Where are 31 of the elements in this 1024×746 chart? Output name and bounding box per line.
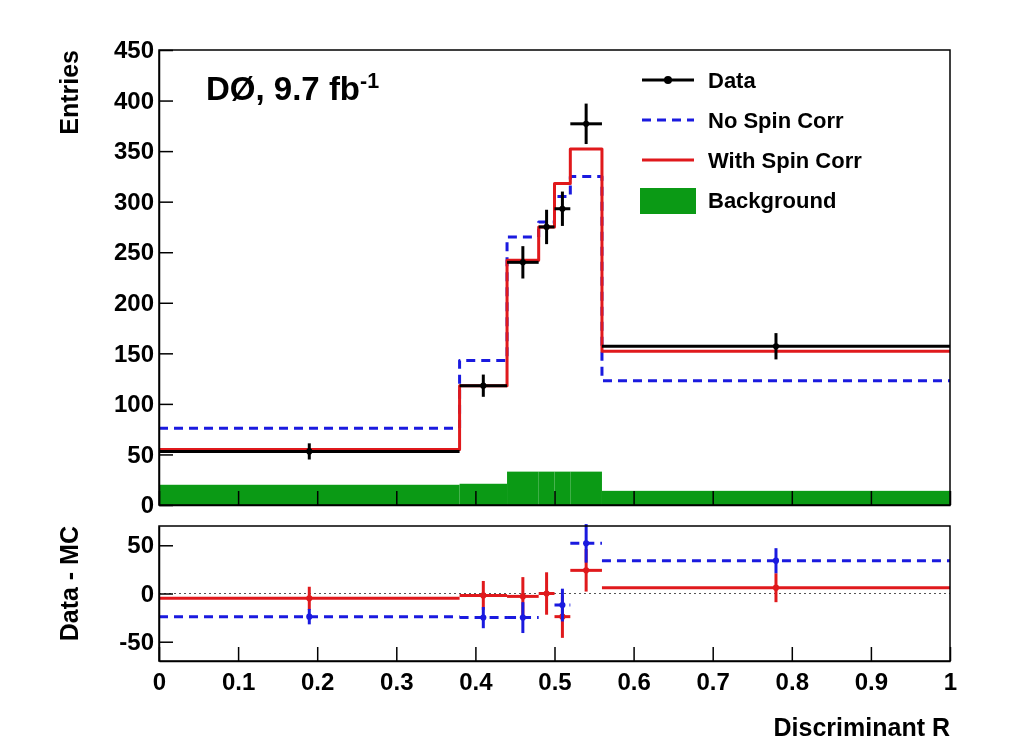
legend-label: With Spin Corr xyxy=(708,148,863,173)
x-tick-label: 1 xyxy=(943,668,958,696)
y-tick-label: 0 xyxy=(140,579,154,607)
y-tick-label: 400 xyxy=(113,86,154,114)
y-tick-label: 0 xyxy=(140,491,154,519)
x-tick-label: 0.4 xyxy=(459,668,494,696)
y-tick-label: 300 xyxy=(113,187,154,215)
x-tick-label: 0.9 xyxy=(854,668,889,696)
x-tick-label: 0.2 xyxy=(301,668,335,696)
x-tick-label: 0.5 xyxy=(538,668,572,696)
x-tick-label: 0.1 xyxy=(221,668,256,696)
x-tick-label: 0.6 xyxy=(617,668,651,696)
y-axis-title: Entries xyxy=(55,50,83,135)
annotation: DØ, 9.7 fb$^{-1}$ xyxy=(206,69,380,107)
x-tick-label: 0.7 xyxy=(696,668,730,696)
y-tick-label: -50 xyxy=(119,627,154,655)
x-tick-label: 0.8 xyxy=(775,668,809,696)
x-axis-title: Discriminant R xyxy=(773,713,950,741)
y-tick-label: 50 xyxy=(127,531,154,559)
y-tick-label: 50 xyxy=(127,440,154,468)
y-tick-label: 350 xyxy=(113,137,154,165)
legend-label: Background xyxy=(708,188,837,213)
y-tick-label: 100 xyxy=(113,390,154,418)
legend-label: Data xyxy=(708,68,757,93)
x-tick-label: 0.3 xyxy=(380,668,414,696)
y-axis-title: Data - MC xyxy=(55,526,83,642)
y-tick-label: 200 xyxy=(113,288,154,316)
y-tick-label: 250 xyxy=(113,238,154,266)
legend-label: No Spin Corr xyxy=(708,108,845,133)
y-tick-label: 150 xyxy=(113,339,154,367)
y-tick-label: 450 xyxy=(113,36,154,64)
